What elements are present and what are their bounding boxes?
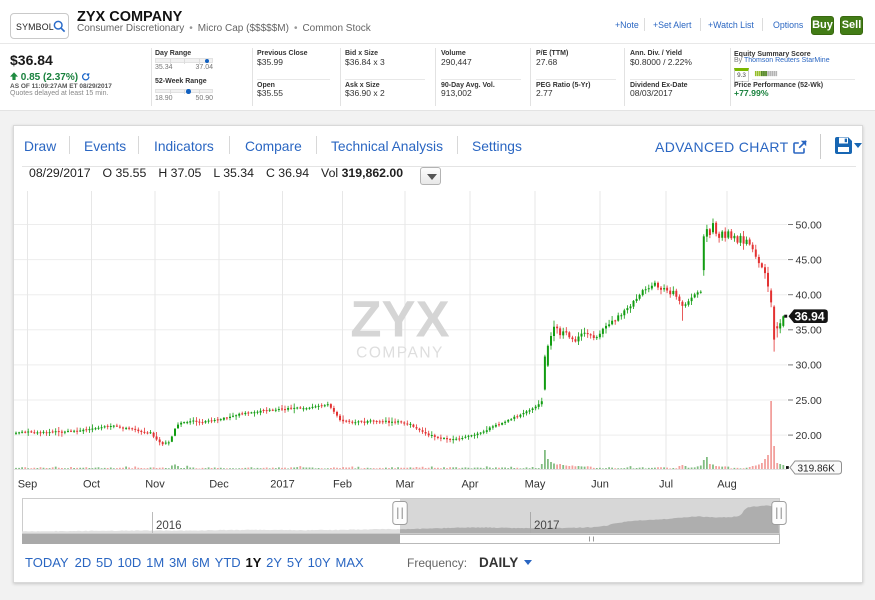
svg-text:ZYX: ZYX — [350, 291, 449, 348]
svg-text:25.00: 25.00 — [796, 395, 822, 407]
svg-text:50.00: 50.00 — [796, 219, 822, 231]
svg-text:35.00: 35.00 — [796, 325, 822, 337]
svg-text:Feb: Feb — [333, 479, 352, 491]
svg-text:Dec: Dec — [209, 479, 229, 491]
svg-text:May: May — [525, 479, 546, 491]
svg-text:Jul: Jul — [659, 479, 673, 491]
svg-text:20.00: 20.00 — [796, 430, 822, 442]
svg-text:30.00: 30.00 — [796, 360, 822, 372]
svg-text:319.86K: 319.86K — [798, 463, 836, 474]
svg-text:Aug: Aug — [717, 479, 737, 491]
svg-text:Jun: Jun — [591, 479, 609, 491]
svg-text:Apr: Apr — [461, 479, 478, 491]
svg-text:Sep: Sep — [18, 479, 38, 491]
svg-text:45.00: 45.00 — [796, 254, 822, 266]
svg-text:Oct: Oct — [83, 479, 100, 491]
svg-text:COMPANY: COMPANY — [356, 345, 444, 362]
svg-text:Nov: Nov — [145, 479, 165, 491]
svg-text:2017: 2017 — [534, 520, 560, 532]
svg-text:2016: 2016 — [156, 520, 182, 532]
svg-text:36.94: 36.94 — [795, 309, 825, 323]
svg-text:40.00: 40.00 — [796, 290, 822, 302]
svg-text:2017: 2017 — [270, 479, 294, 491]
svg-text:Mar: Mar — [396, 479, 415, 491]
